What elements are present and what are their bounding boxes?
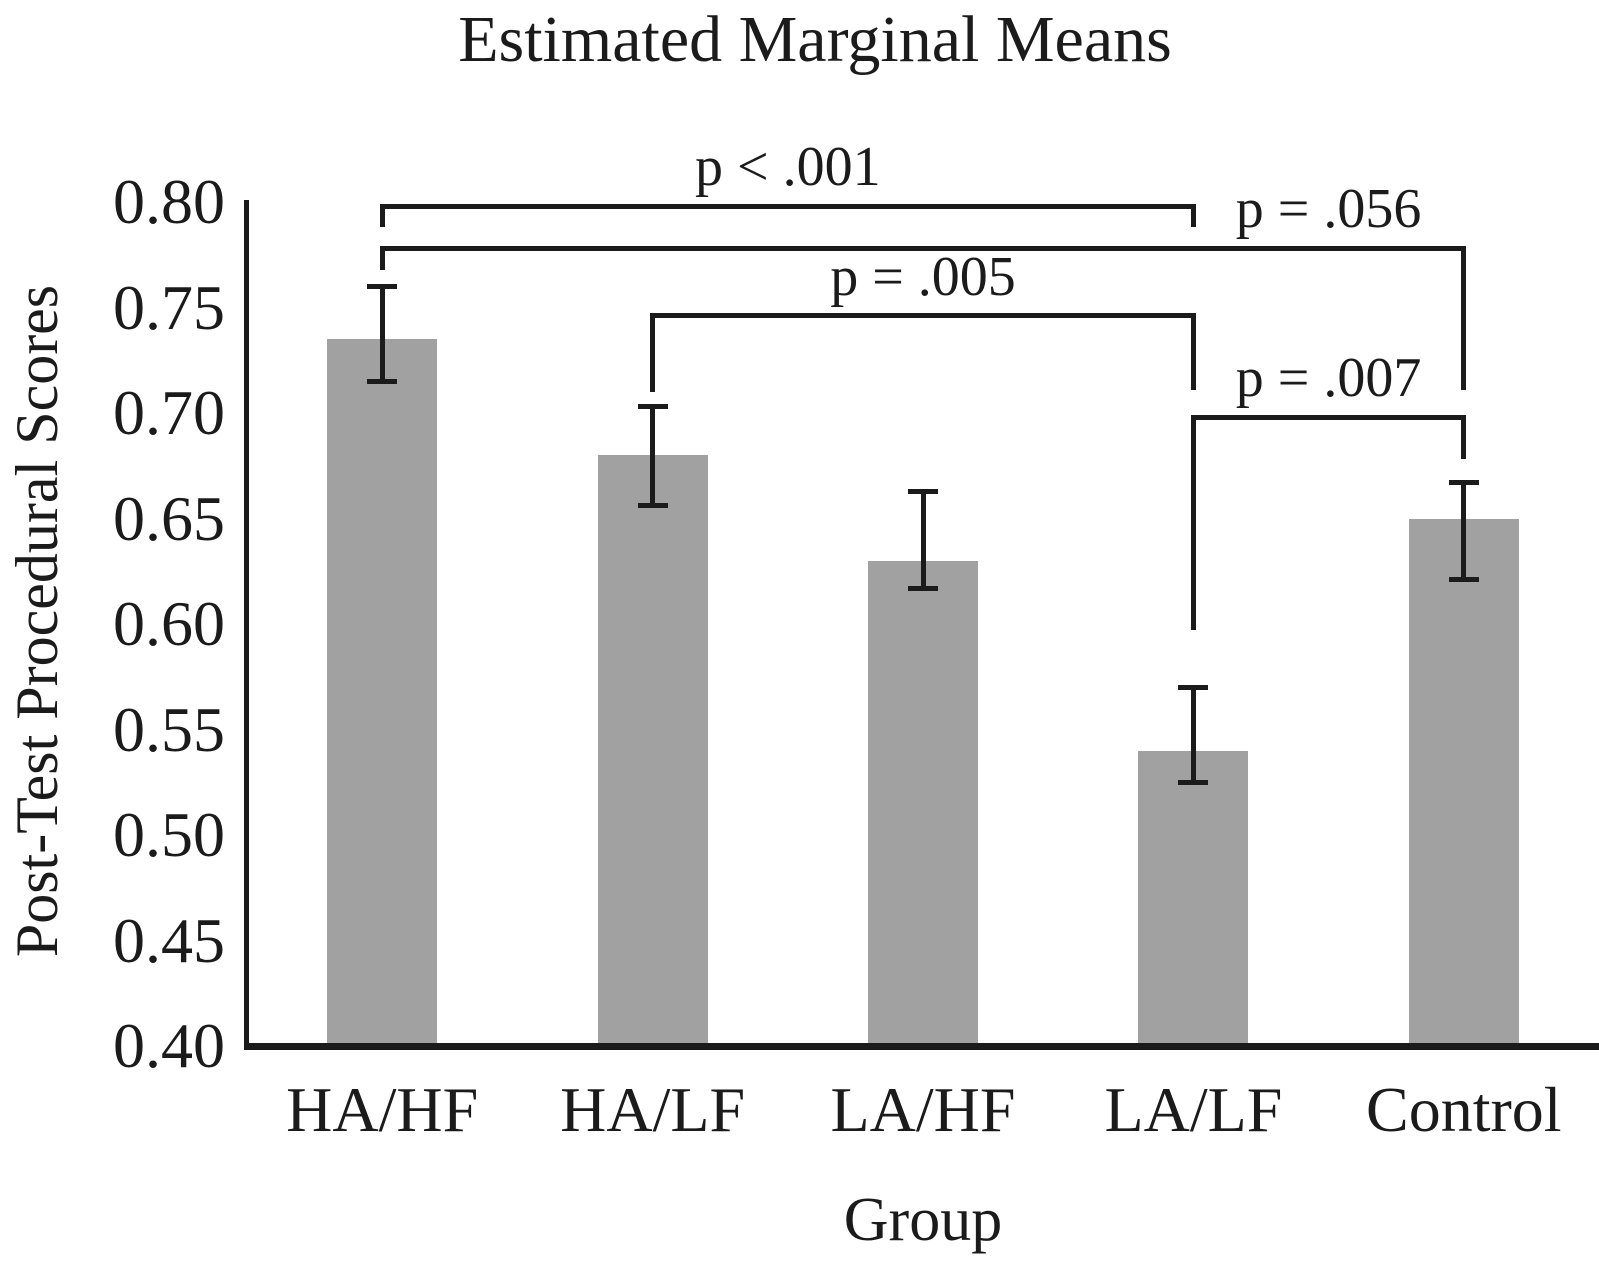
error-bar-control-cap-bottom (1448, 577, 1479, 583)
x-tick-label-ha-lf: HA/LF (560, 1074, 746, 1145)
error-bar-la-lf-cap-top (1178, 684, 1209, 690)
x-tick-label-ha-hf: HA/HF (286, 1074, 479, 1145)
error-bar-ha-lf-cap-top (637, 404, 668, 410)
error-bar-ha-hf-cap-top (367, 283, 398, 289)
y-tick-label: 0.40 (113, 1010, 225, 1081)
error-bar-ha-lf-cap-bottom (637, 503, 668, 509)
y-tick-label: 0.65 (113, 482, 225, 554)
error-bar-ha-hf-line (379, 286, 385, 382)
bar-la-hf (868, 560, 978, 1049)
significance-bracket-p-007-right-drop (1461, 417, 1467, 460)
x-tick-label-control: Control (1366, 1074, 1562, 1145)
error-bar-control-cap-top (1448, 480, 1479, 486)
x-tick-label-la-hf: LA/HF (830, 1074, 1016, 1145)
significance-bracket-p-005-left-drop (650, 315, 656, 392)
error-bar-control-line (1461, 482, 1467, 580)
significance-bracket-p-007-left-drop (1190, 417, 1196, 631)
significance-bracket-p-007-line (1190, 414, 1467, 420)
error-bar-la-lf-line (1190, 687, 1196, 783)
bar-ha-lf (597, 455, 708, 1049)
y-axis-line (244, 200, 249, 1050)
significance-bracket-p-005-line (650, 313, 1196, 319)
significance-bracket-p-001-line (379, 203, 1196, 209)
error-bar-la-lf-cap-bottom (1178, 779, 1209, 785)
y-tick-label: 0.50 (113, 799, 225, 870)
y-tick-label: 0.75 (113, 271, 225, 343)
y-tick-label: 0.80 (113, 166, 225, 237)
p-value-label-p-007: p = .007 (1235, 347, 1422, 410)
bar-la-lf (1138, 750, 1249, 1049)
bar-control (1408, 518, 1519, 1049)
significance-bracket-p-056-left-drop (379, 248, 385, 270)
error-bar-la-hf-cap-top (908, 488, 938, 494)
y-tick-label: 0.55 (113, 693, 225, 765)
error-bar-la-hf-line (920, 491, 926, 589)
p-value-label-p-001: p < .001 (695, 136, 881, 199)
significance-bracket-p-001-right-drop (1190, 206, 1196, 228)
x-axis-line (244, 1042, 1599, 1050)
p-value-label-p-005: p = .005 (830, 245, 1016, 308)
significance-bracket-p-056-right-drop (1461, 248, 1467, 390)
error-bar-ha-hf-cap-bottom (367, 378, 398, 384)
y-tick-label: 0.45 (113, 904, 225, 976)
error-bar-la-hf-cap-bottom (908, 585, 938, 591)
y-tick-label: 0.60 (113, 588, 225, 659)
x-tick-label-la-lf: LA/LF (1104, 1074, 1283, 1145)
p-value-label-p-056: p = .056 (1235, 178, 1422, 241)
significance-bracket-p-005-right-drop (1190, 315, 1196, 390)
bar-ha-hf (327, 339, 438, 1049)
significance-bracket-p-056-line (379, 245, 1467, 251)
x-axis-title: Group (843, 1186, 1003, 1254)
error-bar-ha-lf-line (650, 406, 656, 506)
y-tick-label: 0.70 (113, 377, 225, 448)
significance-bracket-p-001-left-drop (379, 206, 385, 228)
chart-title: Estimated Marginal Means (458, 3, 1172, 76)
